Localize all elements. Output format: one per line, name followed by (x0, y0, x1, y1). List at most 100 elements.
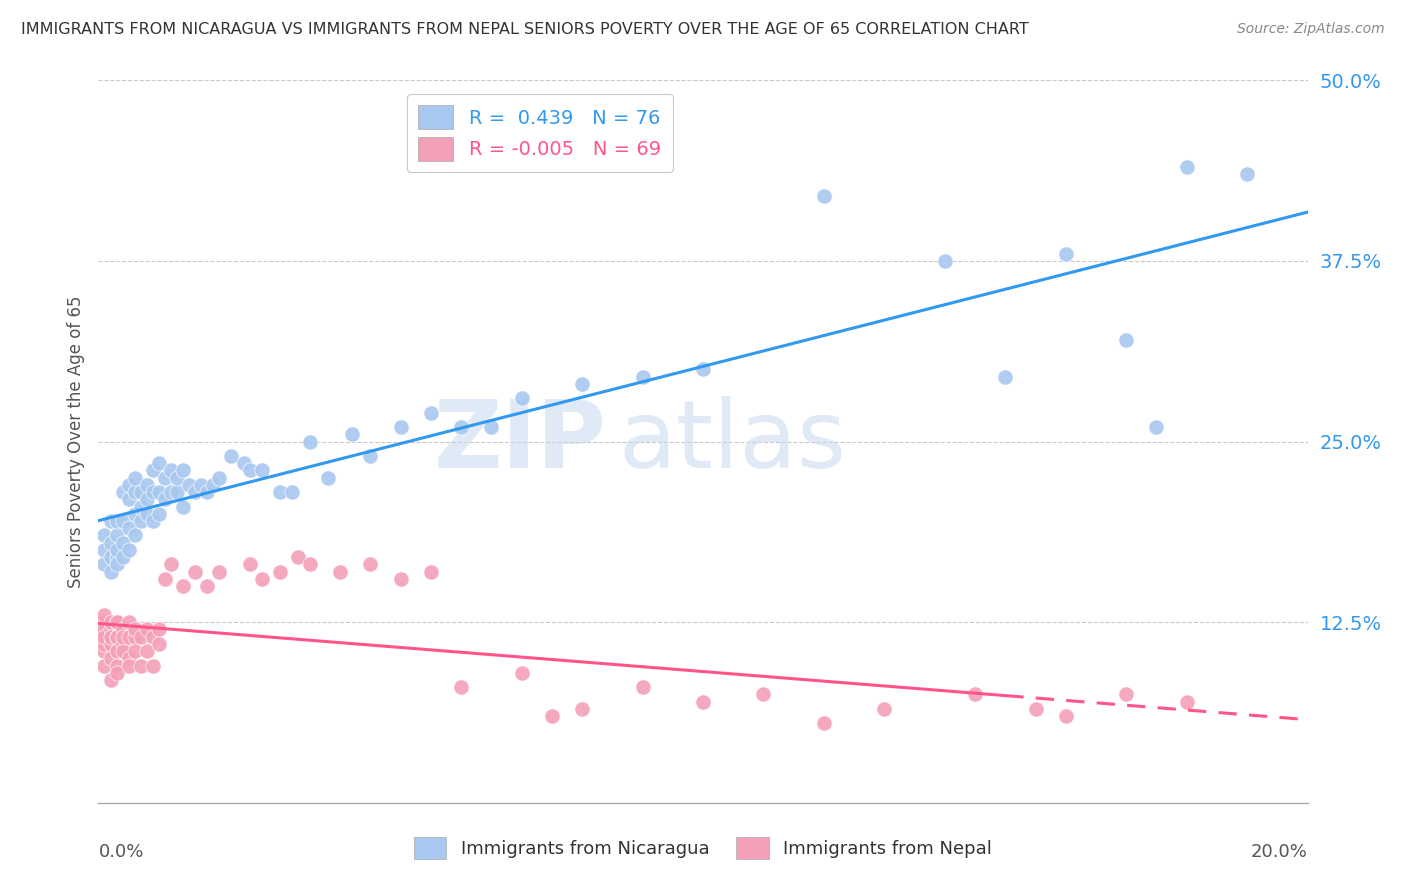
Text: IMMIGRANTS FROM NICARAGUA VS IMMIGRANTS FROM NEPAL SENIORS POVERTY OVER THE AGE : IMMIGRANTS FROM NICARAGUA VS IMMIGRANTS … (21, 22, 1029, 37)
Point (135, 507, 157, 521)
Point (124, 623, 146, 637)
Point (190, 478, 212, 492)
Point (129, 514, 152, 528)
Point (111, 623, 134, 637)
Point (105, 630, 128, 644)
Point (172, 463, 194, 477)
Point (166, 485, 188, 500)
Point (93, 630, 115, 644)
Point (389, 572, 412, 586)
Point (481, 420, 503, 434)
Point (135, 478, 157, 492)
Point (93, 623, 115, 637)
Point (100, 514, 122, 528)
Point (111, 514, 134, 528)
Point (160, 485, 183, 500)
Point (118, 615, 141, 630)
Point (510, 391, 533, 405)
Point (135, 623, 157, 637)
Point (93, 630, 115, 644)
Point (316, 470, 339, 484)
Point (142, 658, 165, 673)
Point (420, 565, 443, 579)
Y-axis label: Seniors Poverty Over the Age of 65: Seniors Poverty Over the Age of 65 (66, 295, 84, 588)
Point (124, 507, 146, 521)
Point (360, 449, 382, 463)
Point (148, 456, 170, 470)
Point (93, 644, 115, 658)
Point (111, 485, 134, 500)
Point (105, 542, 128, 557)
Text: Source: ZipAtlas.com: Source: ZipAtlas.com (1237, 22, 1385, 37)
Point (93, 658, 115, 673)
Point (118, 478, 141, 492)
Point (135, 644, 157, 658)
Point (100, 637, 122, 651)
Point (100, 630, 122, 644)
Point (269, 485, 291, 500)
Point (124, 528, 146, 542)
Point (342, 427, 364, 442)
Point (100, 673, 122, 687)
Point (221, 449, 243, 463)
Point (239, 463, 262, 477)
Point (172, 500, 194, 514)
Point (166, 470, 188, 484)
Point (450, 420, 472, 434)
Point (281, 485, 304, 500)
Point (813, 716, 835, 731)
Point (202, 478, 225, 492)
Point (299, 434, 322, 449)
Point (93, 542, 115, 557)
Point (571, 702, 593, 716)
Text: 20.0%: 20.0% (1251, 843, 1308, 861)
Point (100, 623, 122, 637)
Point (111, 644, 134, 658)
Point (1175, 160, 1198, 174)
Point (994, 369, 1017, 384)
Point (208, 565, 231, 579)
Point (118, 521, 141, 535)
Point (1115, 687, 1137, 701)
Point (142, 630, 165, 644)
Point (1054, 246, 1077, 260)
Point (111, 630, 134, 644)
Point (195, 485, 218, 500)
Point (100, 565, 122, 579)
Point (250, 463, 273, 477)
Point (105, 615, 128, 630)
Point (142, 514, 165, 528)
Point (129, 658, 152, 673)
Point (1115, 334, 1137, 348)
Point (1144, 420, 1167, 434)
Point (93, 528, 115, 542)
Point (118, 542, 141, 557)
Point (124, 470, 146, 484)
Point (873, 702, 896, 716)
Point (631, 680, 654, 694)
Point (100, 550, 122, 565)
Point (105, 630, 128, 644)
Point (232, 456, 254, 470)
Point (1175, 695, 1198, 709)
Point (142, 485, 165, 500)
Point (965, 687, 987, 701)
Point (360, 558, 382, 572)
Point (124, 644, 146, 658)
Point (184, 485, 207, 500)
Point (93, 637, 115, 651)
Point (269, 565, 291, 579)
Point (105, 528, 128, 542)
Point (420, 406, 443, 420)
Point (93, 607, 115, 622)
Point (329, 565, 352, 579)
Point (93, 615, 115, 630)
Point (111, 637, 134, 651)
Point (100, 535, 122, 549)
Point (118, 658, 141, 673)
Point (142, 463, 165, 477)
Point (208, 470, 231, 484)
Point (1024, 702, 1046, 716)
Point (118, 492, 141, 507)
Point (299, 558, 322, 572)
